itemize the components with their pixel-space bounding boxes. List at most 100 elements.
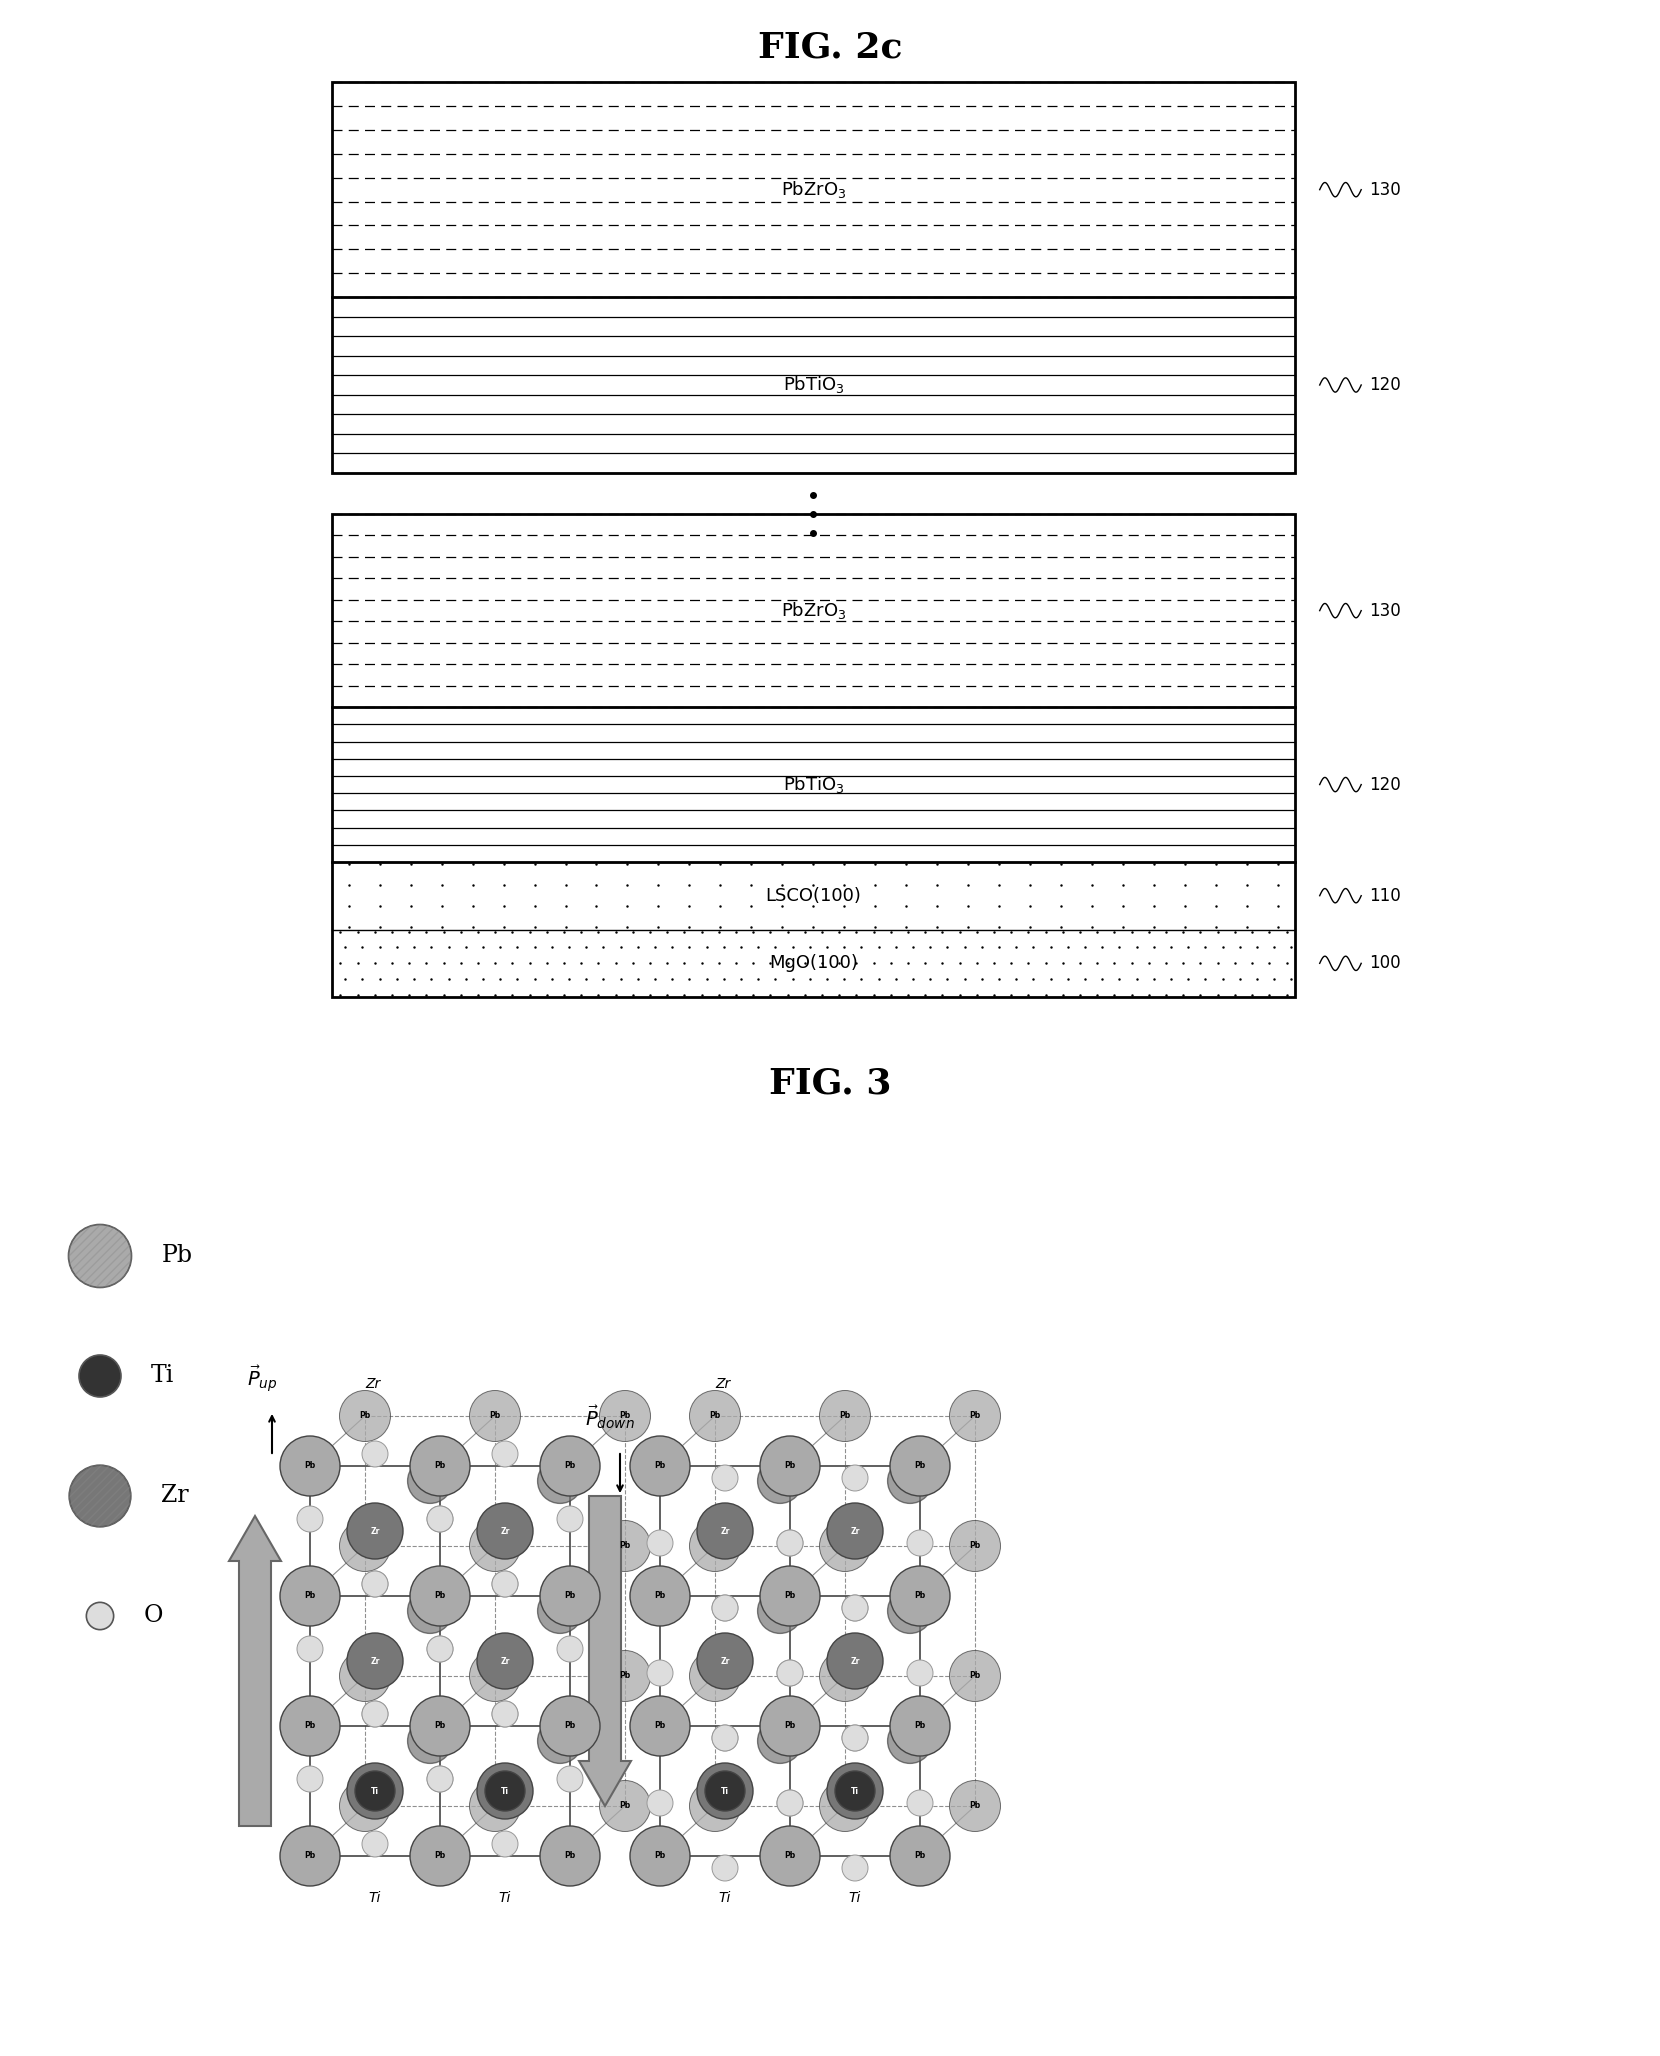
Text: Pb: Pb (840, 1801, 850, 1811)
Circle shape (757, 1589, 802, 1632)
Text: Zr: Zr (365, 1378, 380, 1392)
Circle shape (540, 1696, 599, 1756)
Text: Pb: Pb (564, 1721, 576, 1731)
Circle shape (427, 1637, 453, 1661)
Text: Pb: Pb (785, 1721, 795, 1731)
Circle shape (950, 1521, 1001, 1571)
Circle shape (558, 1766, 583, 1793)
Text: FIG. 3: FIG. 3 (769, 1065, 891, 1100)
Circle shape (689, 1521, 740, 1571)
Text: Pb: Pb (840, 1412, 850, 1421)
Circle shape (697, 1503, 754, 1558)
Text: 120: 120 (1370, 376, 1401, 395)
Text: Pb: Pb (915, 1462, 926, 1470)
Text: Pb: Pb (969, 1672, 981, 1680)
Circle shape (540, 1826, 599, 1885)
Circle shape (491, 1700, 518, 1727)
Circle shape (631, 1826, 691, 1885)
Text: 100: 100 (1370, 954, 1401, 972)
Text: PbTiO$_3$: PbTiO$_3$ (782, 773, 845, 796)
Text: Pb: Pb (161, 1244, 193, 1266)
Text: Ti: Ti (720, 1787, 729, 1795)
Circle shape (888, 1458, 933, 1503)
Circle shape (540, 1567, 599, 1626)
Text: Zr: Zr (500, 1657, 510, 1665)
Circle shape (777, 1659, 803, 1686)
Text: Pb: Pb (490, 1542, 501, 1550)
Circle shape (599, 1651, 651, 1702)
Text: Zr: Zr (370, 1657, 380, 1665)
Text: Pb: Pb (490, 1412, 501, 1421)
Circle shape (408, 1589, 453, 1632)
Text: Pb: Pb (359, 1801, 370, 1811)
Circle shape (712, 1725, 739, 1752)
Text: 130: 130 (1370, 602, 1401, 619)
Circle shape (777, 1659, 803, 1686)
Text: Pb: Pb (840, 1672, 850, 1680)
Circle shape (476, 1632, 533, 1688)
Text: Ti: Ti (370, 1787, 378, 1795)
Circle shape (689, 1651, 740, 1702)
Circle shape (362, 1441, 388, 1468)
Circle shape (362, 1700, 388, 1727)
Circle shape (491, 1700, 518, 1727)
Text: Pb: Pb (564, 1852, 576, 1861)
Text: Ti: Ti (501, 1787, 510, 1795)
Text: Pb: Pb (435, 1852, 445, 1861)
Text: Pb: Pb (619, 1542, 631, 1550)
Circle shape (470, 1651, 521, 1702)
Text: Zr: Zr (161, 1484, 189, 1507)
Circle shape (689, 1390, 740, 1441)
Text: O: O (144, 1604, 163, 1628)
Circle shape (906, 1659, 933, 1686)
Text: Zr: Zr (720, 1526, 730, 1536)
Circle shape (347, 1503, 403, 1558)
Text: Pb: Pb (490, 1672, 501, 1680)
Circle shape (410, 1567, 470, 1626)
Text: Pb: Pb (304, 1852, 315, 1861)
Circle shape (647, 1659, 672, 1686)
Circle shape (890, 1826, 950, 1885)
Text: 110: 110 (1370, 886, 1401, 905)
Circle shape (297, 1637, 324, 1661)
Text: Zr: Zr (850, 1526, 860, 1536)
Circle shape (760, 1696, 820, 1756)
Circle shape (888, 1589, 933, 1632)
Circle shape (599, 1521, 651, 1571)
Circle shape (827, 1762, 883, 1820)
Circle shape (86, 1602, 113, 1630)
Circle shape (835, 1770, 875, 1811)
Circle shape (470, 1390, 521, 1441)
Text: Pb: Pb (785, 1852, 795, 1861)
Circle shape (538, 1458, 583, 1503)
Circle shape (491, 1832, 518, 1857)
Circle shape (757, 1458, 802, 1503)
Text: Zr: Zr (500, 1526, 510, 1536)
Circle shape (950, 1651, 1001, 1702)
Circle shape (408, 1458, 453, 1503)
Text: Pb: Pb (840, 1542, 850, 1550)
Text: Pb: Pb (654, 1721, 666, 1731)
Circle shape (777, 1530, 803, 1556)
Text: Pb: Pb (304, 1462, 315, 1470)
Text: Pb: Pb (969, 1412, 981, 1421)
Circle shape (697, 1762, 754, 1820)
Circle shape (706, 1770, 745, 1811)
Text: Pb: Pb (709, 1412, 720, 1421)
Circle shape (476, 1503, 533, 1558)
FancyArrow shape (579, 1497, 631, 1805)
Text: Pb: Pb (915, 1591, 926, 1600)
Text: Ti: Ti (719, 1892, 730, 1906)
Circle shape (476, 1762, 533, 1820)
Circle shape (842, 1595, 868, 1620)
Text: Pb: Pb (654, 1462, 666, 1470)
Text: PbZrO$_3$: PbZrO$_3$ (780, 600, 847, 621)
Circle shape (347, 1762, 403, 1820)
Bar (332, 514, 1295, 997)
Circle shape (427, 1637, 453, 1661)
Text: Pb: Pb (359, 1542, 370, 1550)
Circle shape (631, 1435, 691, 1497)
Circle shape (540, 1435, 599, 1497)
Circle shape (760, 1567, 820, 1626)
Text: Pb: Pb (564, 1591, 576, 1600)
